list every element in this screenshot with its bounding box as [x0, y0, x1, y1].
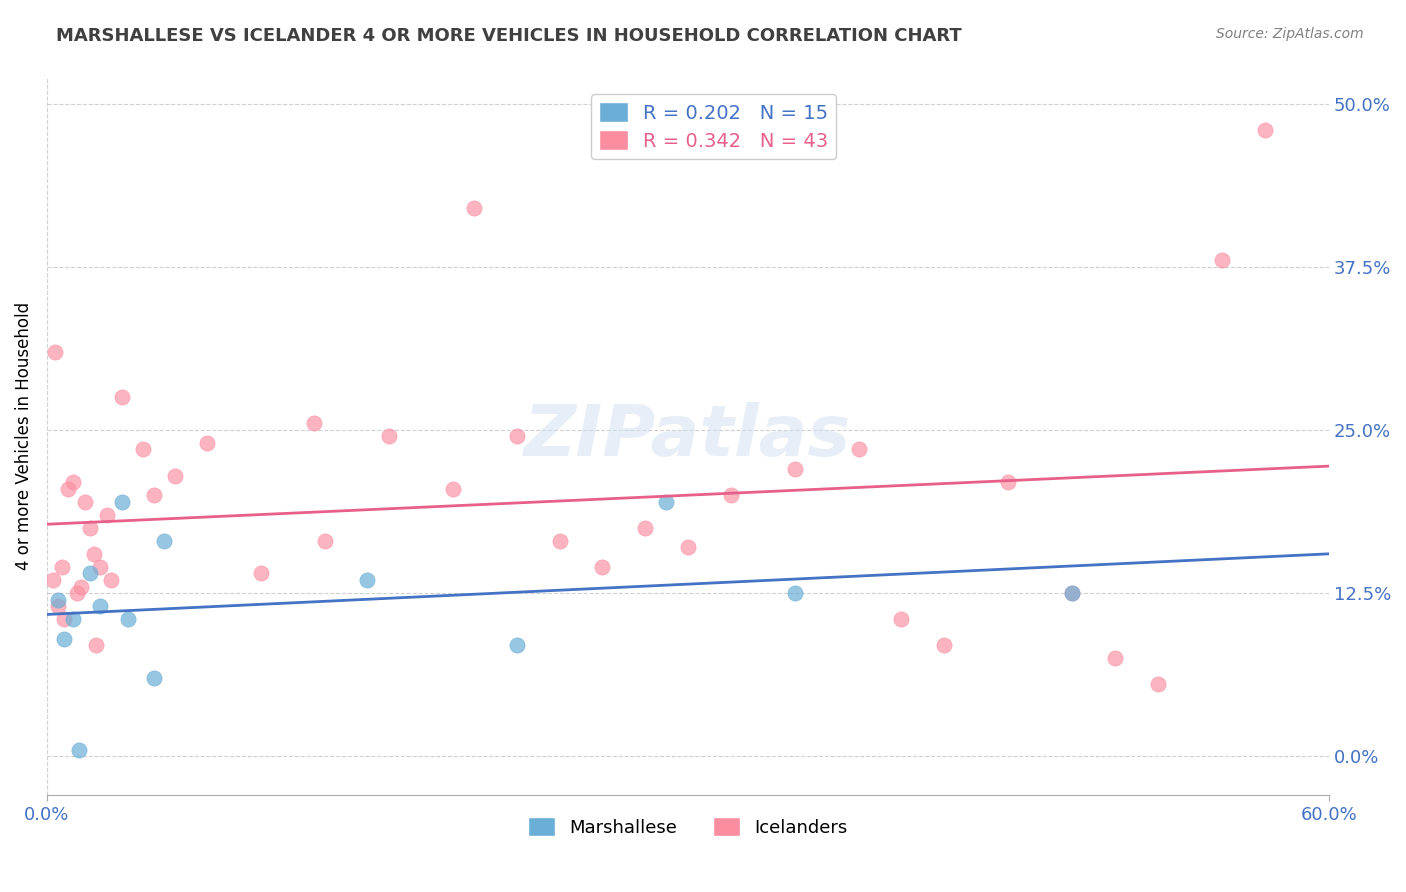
- Point: [62, 612, 84, 626]
- Point: [1104, 651, 1126, 665]
- Point: [51, 560, 73, 574]
- Point: [1062, 586, 1084, 600]
- Point: [195, 436, 218, 450]
- Point: [165, 468, 187, 483]
- Point: [111, 494, 134, 508]
- Point: [84, 638, 107, 652]
- Point: [117, 612, 139, 626]
- Point: [377, 429, 399, 443]
- Point: [634, 521, 657, 535]
- Point: [783, 462, 806, 476]
- Point: [89, 560, 111, 574]
- Point: [249, 566, 271, 581]
- Point: [720, 488, 742, 502]
- Point: [62, 475, 84, 489]
- Point: [676, 541, 699, 555]
- Point: [506, 638, 529, 652]
- Point: [548, 533, 571, 548]
- Point: [314, 533, 336, 548]
- Point: [46, 599, 69, 614]
- Point: [1253, 122, 1275, 136]
- Point: [463, 201, 485, 215]
- Point: [890, 612, 912, 626]
- Point: [42, 573, 65, 587]
- Point: [153, 533, 176, 548]
- Point: [997, 475, 1019, 489]
- Point: [53, 612, 76, 626]
- Text: MARSHALLESE VS ICELANDER 4 OR MORE VEHICLES IN HOUSEHOLD CORRELATION CHART: MARSHALLESE VS ICELANDER 4 OR MORE VEHIC…: [56, 27, 962, 45]
- Point: [66, 586, 89, 600]
- Text: ZIPatlas: ZIPatlas: [524, 402, 852, 471]
- Point: [655, 494, 678, 508]
- Point: [302, 417, 325, 431]
- Point: [1147, 677, 1170, 691]
- Point: [111, 390, 134, 404]
- Y-axis label: 4 or more Vehicles in Household: 4 or more Vehicles in Household: [15, 302, 32, 571]
- Point: [142, 488, 165, 502]
- Point: [79, 566, 101, 581]
- Point: [70, 580, 93, 594]
- Point: [46, 592, 69, 607]
- Point: [1211, 253, 1233, 268]
- Point: [591, 560, 613, 574]
- Point: [100, 573, 122, 587]
- Point: [132, 442, 155, 457]
- Point: [89, 599, 111, 614]
- Point: [83, 547, 105, 561]
- Point: [142, 671, 165, 685]
- Point: [934, 638, 956, 652]
- Point: [96, 508, 118, 522]
- Point: [848, 442, 870, 457]
- Point: [356, 573, 378, 587]
- Point: [44, 344, 66, 359]
- Point: [783, 586, 806, 600]
- Legend: Marshallese, Icelanders: Marshallese, Icelanders: [520, 810, 855, 844]
- Point: [79, 521, 101, 535]
- Point: [75, 494, 97, 508]
- Point: [53, 632, 76, 646]
- Point: [67, 742, 90, 756]
- Text: Source: ZipAtlas.com: Source: ZipAtlas.com: [1216, 27, 1364, 41]
- Point: [58, 482, 80, 496]
- Point: [1062, 586, 1084, 600]
- Point: [506, 429, 529, 443]
- Point: [441, 482, 464, 496]
